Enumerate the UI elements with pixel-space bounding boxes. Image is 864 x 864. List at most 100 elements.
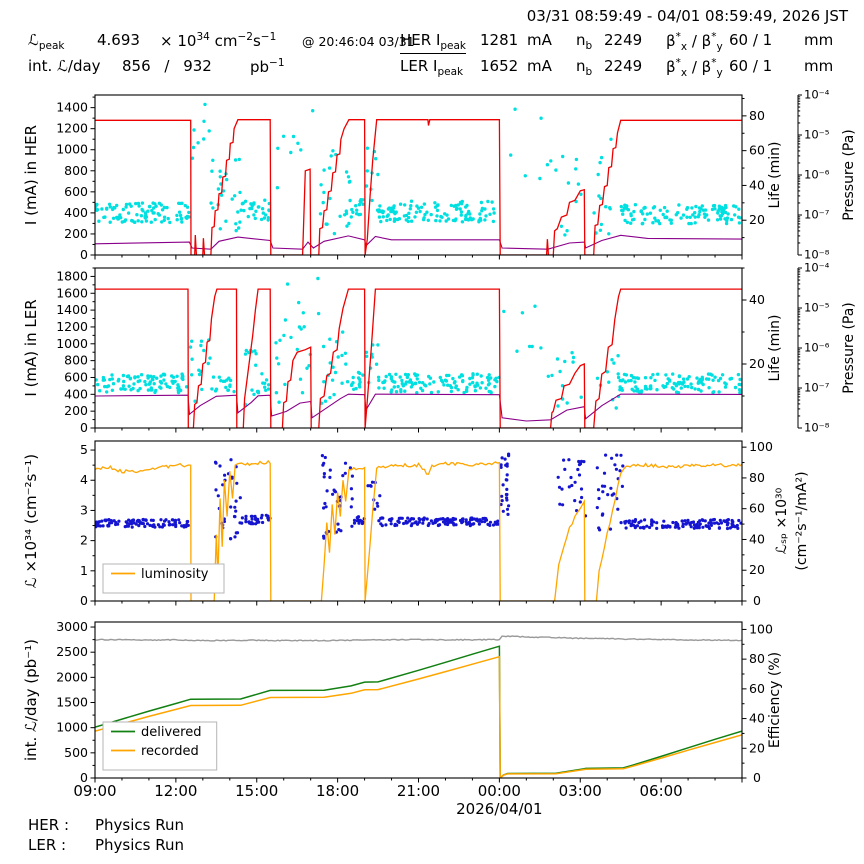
- her-lifetime: [107, 202, 112, 206]
- her-lifetime: [626, 208, 631, 212]
- svg-text:0: 0: [753, 593, 761, 608]
- ler-lifetime: [150, 377, 155, 381]
- specific-luminosity: [616, 507, 620, 511]
- legend-integrated-luminosity: [102, 721, 218, 771]
- specific-luminosity: [436, 518, 440, 522]
- specific-luminosity: [406, 516, 410, 520]
- her-lifetime: [218, 169, 222, 173]
- ler-lifetime: [471, 372, 475, 376]
- her-lifetime: [446, 217, 451, 221]
- ler-lifetime: [264, 378, 269, 382]
- her-lifetime: [563, 233, 567, 237]
- ler-lifetime: [739, 388, 742, 393]
- ler-lifetime: [456, 388, 460, 392]
- specific-luminosity: [375, 501, 379, 505]
- ler-lifetime: [436, 390, 440, 394]
- specific-luminosity: [174, 524, 178, 529]
- ler-lifetime: [618, 385, 622, 389]
- her-lifetime: [253, 216, 257, 221]
- ler-lifetime: [579, 395, 583, 399]
- ler-lifetime: [605, 370, 610, 374]
- ler-lifetime: [681, 377, 686, 381]
- ler-ipeak-unit: mA: [527, 57, 552, 75]
- her-lifetime: [651, 221, 655, 225]
- specific-luminosity: [112, 519, 116, 523]
- specific-luminosity: [649, 522, 654, 526]
- svg-text:10⁻⁸: 10⁻⁸: [804, 421, 830, 435]
- specific-luminosity: [701, 525, 705, 529]
- specific-luminosity: [229, 537, 233, 541]
- svg-text:20: 20: [749, 740, 765, 755]
- ler-lifetime: [278, 338, 282, 342]
- her-lifetime: [479, 200, 484, 205]
- her-lifetime: [153, 217, 157, 222]
- ler-lifetime: [487, 382, 491, 386]
- specific-luminosity: [129, 519, 133, 523]
- ler-lifetime: [211, 375, 216, 379]
- specific-luminosity: [695, 523, 699, 527]
- her-beta-value: 60 / 1: [729, 31, 773, 49]
- her-lifetime: [386, 207, 391, 211]
- specific-luminosity: [577, 459, 581, 464]
- specific-luminosity: [251, 522, 255, 526]
- her-lifetime: [211, 158, 215, 162]
- specific-luminosity: [125, 521, 129, 525]
- her-lifetime: [111, 216, 116, 220]
- her-lifetime: [629, 221, 633, 225]
- ler-lifetime: [677, 374, 682, 379]
- specific-luminosity: [350, 524, 354, 528]
- ler-lifetime: [276, 362, 281, 366]
- specific-luminosity: [697, 526, 701, 530]
- her-lifetime: [124, 202, 129, 207]
- specific-luminosity: [507, 504, 511, 508]
- svg-text:40: 40: [749, 711, 765, 726]
- specific-luminosity: [663, 524, 668, 528]
- ler-lifetime: [570, 351, 574, 355]
- specific-luminosity: [348, 466, 352, 470]
- her-lifetime: [599, 155, 604, 160]
- specific-luminosity: [170, 518, 174, 522]
- ler-lifetime: [307, 364, 311, 368]
- ler-lifetime: [150, 388, 154, 392]
- svg-text:ℒₛₚ ×10³⁰: ℒₛₚ ×10³⁰: [774, 487, 790, 554]
- her-lifetime: [389, 209, 393, 214]
- specific-luminosity: [322, 475, 326, 479]
- specific-luminosity: [255, 518, 259, 523]
- specific-luminosity: [160, 525, 164, 529]
- ler-lifetime: [414, 373, 418, 378]
- specific-luminosity: [173, 520, 177, 525]
- ler-lifetime: [671, 372, 675, 376]
- specific-luminosity: [735, 523, 739, 528]
- her-lifetime: [343, 213, 347, 217]
- ler-lifetime: [478, 386, 483, 390]
- her-lifetime: [679, 216, 683, 220]
- svg-text:ℒ ×10³⁴ (cm⁻²s⁻¹): ℒ ×10³⁴ (cm⁻²s⁻¹): [22, 454, 40, 588]
- her-lifetime: [459, 213, 463, 217]
- her-lifetime: [621, 212, 625, 216]
- specific-luminosity: [475, 517, 479, 521]
- her-lifetime: [656, 219, 661, 223]
- specific-luminosity: [660, 524, 665, 528]
- her-lifetime: [296, 141, 300, 145]
- ler-lifetime: [539, 346, 543, 350]
- her-lifetime: [599, 196, 603, 201]
- ler-nb-value: 2249: [604, 57, 643, 75]
- her-lifetime: [609, 137, 613, 141]
- her-lifetime: [376, 172, 380, 177]
- her-lifetime: [480, 206, 485, 211]
- specific-luminosity: [164, 518, 168, 522]
- her-lifetime: [162, 205, 166, 210]
- specific-luminosity: [103, 518, 107, 522]
- her-lifetime: [347, 221, 351, 226]
- specific-luminosity: [579, 487, 584, 491]
- specific-luminosity: [618, 469, 622, 473]
- specific-luminosity: [633, 519, 637, 523]
- specific-luminosity: [266, 514, 270, 518]
- specific-luminosity: [655, 521, 659, 525]
- ler-lifetime: [298, 377, 303, 381]
- ler-lifetime: [254, 363, 258, 367]
- her-lifetime: [233, 194, 237, 198]
- her-lifetime: [579, 192, 583, 196]
- ler-lifetime: [398, 375, 402, 379]
- specific-luminosity: [214, 461, 218, 465]
